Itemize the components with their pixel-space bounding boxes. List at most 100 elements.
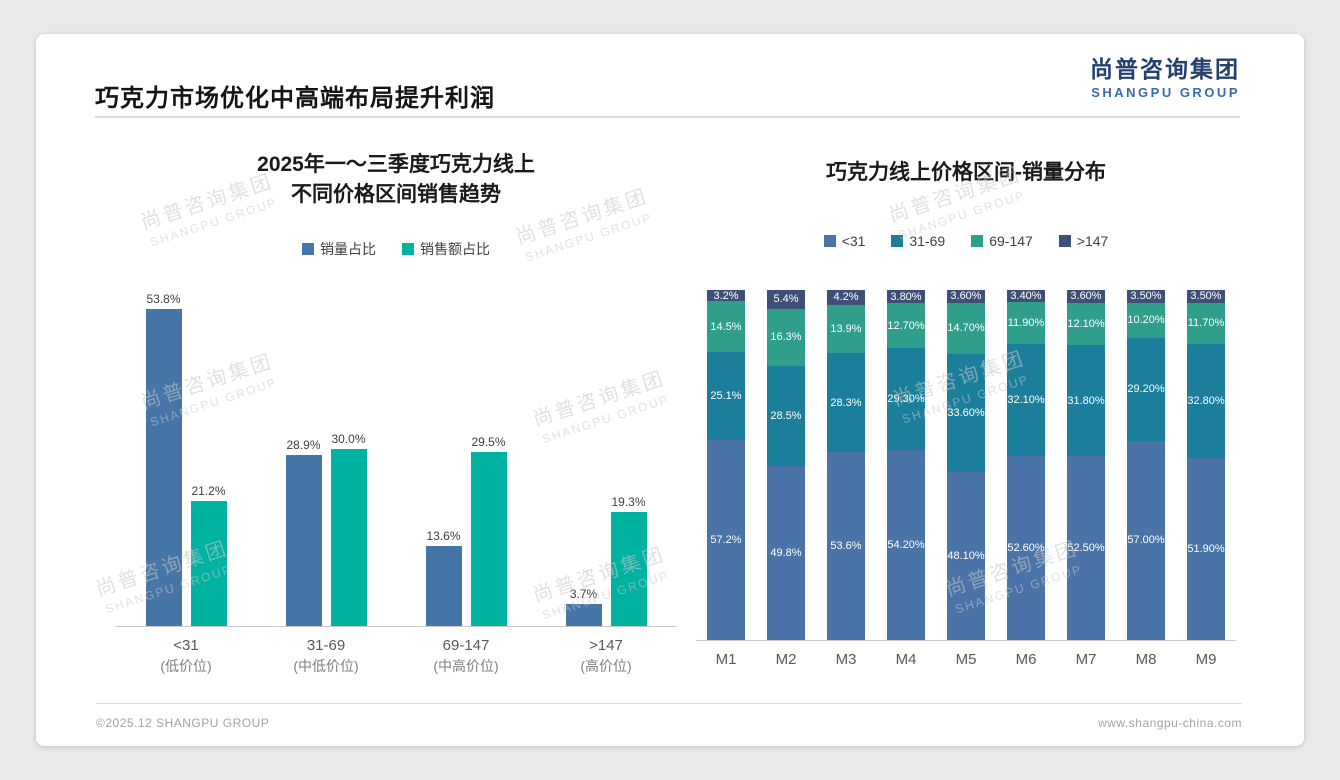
x-axis-label: >147 (高价位) <box>536 637 676 676</box>
legend-label: 69-147 <box>989 233 1033 249</box>
chart2-plot-area: 57.2% 25.1% 14.5% 3.2% 49.8% 28.5% 16.3% 5.4% 53… <box>696 288 1236 641</box>
chart1-x-axis: <31 (低价位) 31-69 (中低价位) 69-147 (中高价位) >147 (高价位) <box>116 637 676 676</box>
x-axis-label-sub: (中高价位) <box>433 658 499 674</box>
title-underline <box>95 116 1240 118</box>
segment-value-label: 53.6% <box>830 540 862 553</box>
stacked-bar: 48.10% 33.60% 14.70% 3.60% <box>947 290 985 640</box>
legend-item: 69-147 <box>971 233 1033 249</box>
stacked-bar: 57.00% 29.20% 10.20% 3.50% <box>1127 290 1165 640</box>
bar <box>285 455 322 626</box>
bar-segment: 5.4% <box>767 289 805 309</box>
bar-segment: 12.70% <box>887 303 925 348</box>
bar-segment: 3.2% <box>707 289 745 302</box>
chart1-plot-area: 53.8% 21.2% 28.9% 30.0% 13.6% 29.5% 3.7% 19.3% <box>116 272 676 627</box>
bar-segment: 14.70% <box>947 302 985 355</box>
legend-label: >147 <box>1076 233 1109 249</box>
segment-value-label: 3.50% <box>1190 290 1222 303</box>
legend-item: >147 <box>1058 233 1109 249</box>
legend-label: <31 <box>841 233 866 249</box>
x-axis-label: M4 <box>895 651 917 668</box>
bar-segment: 57.2% <box>707 439 745 640</box>
segment-value-label: 28.3% <box>830 396 862 409</box>
bar-segment: 16.3% <box>767 308 805 366</box>
segment-value-label: 10.20% <box>1127 314 1165 327</box>
legend-label: 销售额占比 <box>420 241 490 257</box>
x-axis-label: M6 <box>1015 651 1037 668</box>
logo-text-cn: 尚普咨询集团 <box>1090 56 1240 82</box>
segment-value-label: 11.90% <box>1007 316 1045 329</box>
bar-value-label: 21.2% <box>191 484 226 498</box>
chart1-legend: 销量占比 销售额占比 <box>116 240 676 258</box>
segment-value-label: 3.2% <box>713 289 739 302</box>
bar <box>565 604 602 626</box>
segment-value-label: 32.10% <box>1007 393 1045 406</box>
bar-group: 13.6% 29.5% <box>425 435 507 626</box>
bar-group: 53.8% 21.2% <box>145 292 227 626</box>
legend-swatch-icon <box>302 243 314 255</box>
bar-segment: 49.8% <box>767 465 805 640</box>
company-logo: 尚普咨询集团 SHANGPU GROUP <box>1090 50 1240 100</box>
bar-segment: 51.90% <box>1187 458 1225 640</box>
bar-value-label: 30.0% <box>331 432 366 446</box>
segment-value-label: 12.70% <box>887 319 925 332</box>
bar-wrap: 28.9% <box>285 438 322 626</box>
bar-segment: 3.50% <box>1127 290 1165 303</box>
legend-swatch-icon <box>971 235 984 247</box>
bar-segment: 32.10% <box>1007 343 1045 456</box>
legend-item: 销量占比 <box>302 239 376 259</box>
bar <box>425 546 462 626</box>
bar <box>330 449 367 626</box>
x-axis-label: M5 <box>955 651 977 668</box>
stacked-bar: 51.90% 32.80% 11.70% 3.50% <box>1187 290 1225 640</box>
legend-label: 31-69 <box>909 233 946 249</box>
chart1-title-line1: 2025年一～三季度巧克力线上 <box>257 153 535 176</box>
legend-swatch-icon <box>402 243 414 255</box>
bar-segment: 48.10% <box>947 471 985 640</box>
segment-value-label: 48.10% <box>947 549 985 562</box>
page-title: 巧克力市场优化中高端布局提升利润 <box>95 85 495 112</box>
x-axis-label: <31 (低价位) <box>116 637 256 676</box>
bar-segment: 57.00% <box>1127 440 1165 640</box>
bar-segment: 29.20% <box>1127 338 1165 441</box>
segment-value-label: 33.60% <box>947 406 985 419</box>
segment-value-label: 32.80% <box>1187 394 1225 407</box>
bar-value-label: 13.6% <box>426 529 461 543</box>
bar <box>145 309 182 626</box>
legend-item: <31 <box>823 233 866 249</box>
stacked-bar: 52.60% 32.10% 11.90% 3.40% <box>1007 290 1045 640</box>
bar-segment: 11.90% <box>1007 301 1045 344</box>
bar-segment: 31.80% <box>1067 344 1105 457</box>
x-axis-label-main: >147 <box>589 637 623 654</box>
segment-value-label: 28.5% <box>770 409 802 422</box>
bar-wrap: 3.7% <box>565 587 602 626</box>
chart2-title: 巧克力线上价格区间-销量分布 <box>826 161 1106 184</box>
x-axis-label: M8 <box>1135 651 1157 668</box>
legend-item: 31-69 <box>891 233 945 249</box>
bar-segment: 52.50% <box>1067 456 1105 640</box>
bar-value-label: 19.3% <box>611 495 646 509</box>
bar-segment: 32.80% <box>1187 343 1225 459</box>
bar <box>470 452 507 626</box>
segment-value-label: 54.20% <box>887 539 925 552</box>
bar-segment: 3.50% <box>1187 290 1225 303</box>
bar-segment: 4.2% <box>827 290 865 305</box>
segment-value-label: 51.90% <box>1187 543 1225 556</box>
x-axis-label-sub: (低价位) <box>160 658 212 674</box>
x-axis-label-main: 31-69 <box>306 637 346 654</box>
segment-value-label: 52.60% <box>1007 541 1045 554</box>
segment-value-label: 3.40% <box>1010 290 1042 302</box>
x-axis-label: M7 <box>1075 651 1097 668</box>
chart1-title: 2025年一～三季度巧克力线上 不同价格区间销售趋势 <box>116 150 676 210</box>
bar-segment: 12.10% <box>1067 302 1105 345</box>
segment-value-label: 3.80% <box>890 290 922 303</box>
stacked-bar: 54.20% 29.30% 12.70% 3.80% <box>887 290 925 640</box>
legend-item: 销售额占比 <box>402 239 490 259</box>
x-axis-label-main: <31 <box>173 637 199 654</box>
legend-label: 销量占比 <box>320 241 376 257</box>
bar-segment: 10.20% <box>1127 302 1165 339</box>
bar-segment: 28.3% <box>827 353 865 453</box>
stacked-bar-chart: 巧克力线上价格区间-销量分布 <31 31-69 69-147 >147 57.2% 2… <box>696 144 1236 668</box>
segment-value-label: 57.00% <box>1127 534 1165 547</box>
bar-segment: 33.60% <box>947 354 985 472</box>
bar-segment: 54.20% <box>887 450 925 640</box>
